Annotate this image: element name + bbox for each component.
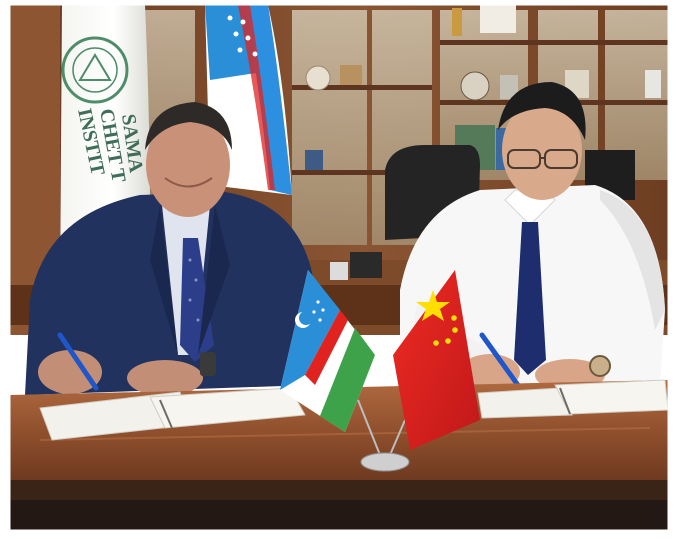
uzbekistan-table-flag [280, 270, 375, 432]
left-signatory [25, 102, 315, 396]
table-flag-stand [357, 399, 410, 472]
document-right [477, 379, 668, 419]
china-table-flag [393, 270, 480, 450]
photo-frame [9, 4, 669, 531]
desk-device [350, 252, 382, 278]
document-left [39, 387, 306, 441]
table-edge [10, 480, 668, 502]
